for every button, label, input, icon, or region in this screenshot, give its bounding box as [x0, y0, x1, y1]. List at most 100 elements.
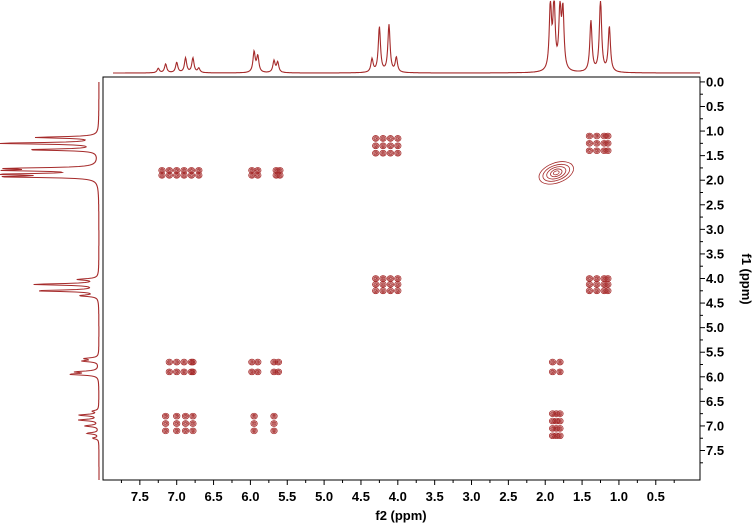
cross-peak-contour [604, 275, 612, 282]
y-tick-label: 1.0 [706, 124, 724, 139]
contour-ring [551, 419, 554, 423]
contour-ring [396, 144, 400, 148]
contour-ring [191, 429, 195, 433]
cross-peak-contour [173, 412, 181, 420]
contour-ring [191, 360, 195, 364]
contour-ring [594, 141, 600, 146]
contour-ring [605, 288, 611, 293]
contour-ring [276, 369, 281, 375]
diagonal-contour-ring [542, 163, 571, 182]
contour-ring [587, 148, 592, 153]
contour-ring [595, 283, 599, 286]
contour-ring [604, 132, 612, 140]
contour-ring [175, 414, 179, 418]
cross-peak-contour [173, 427, 181, 435]
contour-ring [270, 427, 278, 435]
contour-ring [182, 169, 186, 172]
contour-ring [180, 358, 188, 366]
contour-ring [168, 174, 171, 177]
contour-ring [271, 421, 277, 426]
contour-ring [595, 134, 599, 138]
cross-peak-contour [386, 281, 395, 288]
contour-ring [556, 368, 564, 376]
contour-ring [593, 132, 601, 140]
contour-ring [251, 421, 257, 426]
contour-ring [252, 422, 256, 425]
cross-peak-contour [593, 275, 601, 282]
x-tick-label: 7.5 [131, 489, 149, 504]
contour-ring [548, 417, 557, 425]
contour-ring [248, 358, 256, 366]
cross-peak-contour [379, 142, 387, 150]
contour-ring [380, 282, 386, 287]
contour-ring [548, 425, 557, 432]
contour-ring [189, 412, 197, 420]
cross-peak-contour [180, 358, 188, 366]
cross-peak-contour [386, 135, 395, 142]
contour-ring [162, 412, 170, 420]
contour-ring [379, 287, 387, 295]
contour-ring [272, 414, 276, 418]
cross-peak-contour [250, 412, 258, 420]
contour-ring [165, 172, 173, 179]
contour-ring [548, 410, 557, 417]
y-tick-label: 3.5 [706, 246, 724, 261]
contour-ring [605, 133, 611, 139]
contour-ring [602, 283, 606, 286]
x-tick-label: 1.0 [610, 489, 628, 504]
contour-ring [372, 142, 380, 150]
contour-ring [552, 417, 560, 425]
contour-ring [554, 427, 558, 430]
contour-ring [274, 174, 278, 177]
contour-ring [180, 172, 188, 179]
contour-ring [389, 144, 392, 148]
cross-peak-contour [585, 147, 594, 154]
contour-ring [182, 370, 186, 374]
contour-ring [556, 432, 564, 440]
contour-ring [600, 281, 608, 288]
contour-ring [250, 370, 254, 374]
contour-ring [594, 148, 600, 153]
contour-ring [556, 358, 564, 366]
cross-peak-contour [386, 149, 395, 157]
contour-ring [381, 289, 385, 292]
contour-ring [250, 174, 254, 177]
contour-ring [550, 359, 555, 365]
contour-ring [190, 169, 193, 172]
contour-ring [556, 410, 564, 417]
contour-ring [550, 369, 555, 375]
contour-ring [166, 359, 172, 365]
x-tick-label: 3.0 [462, 489, 480, 504]
cross-peak-contour [372, 142, 380, 150]
f1-axis: 0.0 0.5 1.0 1.5 2.0 2.5 3.0 3.5 4.0 4.5 5.0 5.5 6.0 6… [700, 74, 724, 464]
contour-ring [181, 420, 190, 427]
cross-peak-contour [379, 287, 387, 295]
contour-ring [184, 429, 187, 433]
contour-ring [274, 169, 278, 172]
contour-ring [379, 142, 387, 150]
cross-peak-contour [189, 368, 197, 376]
contour-ring [595, 277, 599, 280]
contour-ring [554, 412, 558, 415]
contour-ring [271, 428, 277, 434]
contour-ring [373, 143, 379, 149]
contour-ring [250, 169, 254, 172]
contour-ring [174, 421, 180, 426]
contour-ring [605, 276, 611, 281]
contour-ring [548, 368, 557, 376]
contour-ring [373, 136, 379, 141]
contour-ring [594, 276, 600, 281]
x-tick-label: 4.0 [389, 489, 407, 504]
contour-ring [602, 289, 606, 292]
contour-ring [274, 368, 283, 376]
cross-peak-contour [379, 281, 387, 288]
contour-ring [588, 283, 591, 286]
contour-ring [587, 133, 592, 139]
cross-peak-contour [600, 147, 608, 154]
contour-ring [600, 147, 608, 154]
contour-ring [594, 288, 600, 293]
contour-ring [168, 169, 171, 172]
cross-peak-contour [189, 420, 197, 427]
cross-peak-contour [585, 140, 594, 147]
contour-ring [558, 370, 562, 374]
